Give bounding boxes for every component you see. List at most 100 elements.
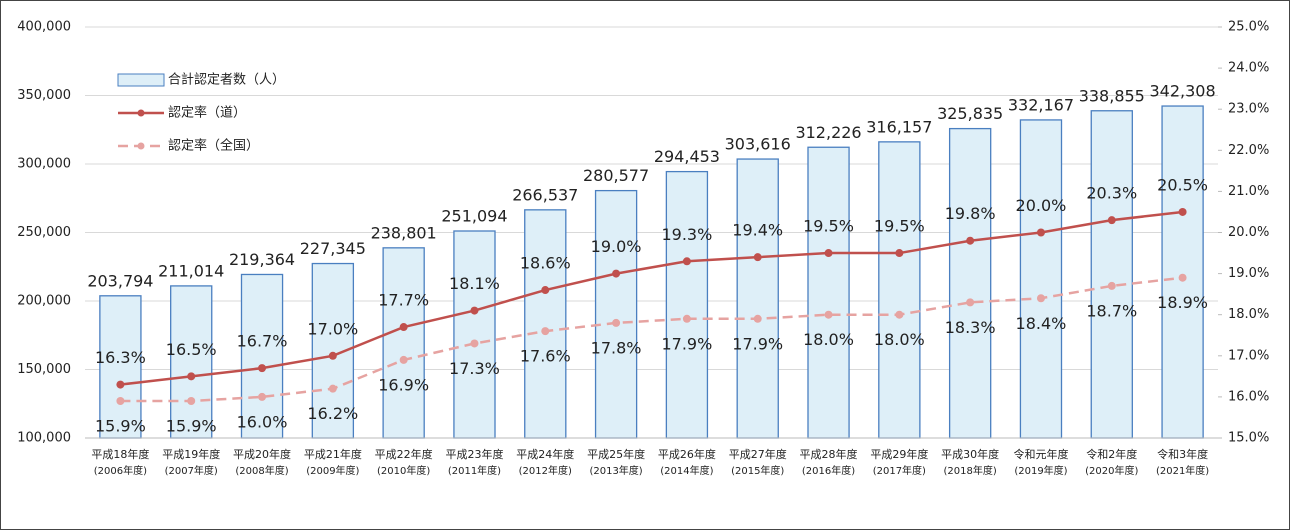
- x-tick-label: (2018年度): [944, 464, 997, 477]
- legend-swatch: [117, 73, 165, 87]
- x-tick-label: (2021年度): [1156, 464, 1209, 477]
- point-value-label: 16.5%: [166, 340, 217, 359]
- point-value-label: 20.5%: [1157, 175, 1208, 194]
- y-tick-label: 250,000: [17, 225, 71, 240]
- y2-tick-label: 24.0%: [1228, 61, 1269, 76]
- bar-value-label: 251,094: [441, 207, 507, 226]
- bar: [524, 209, 567, 439]
- bar: [240, 273, 284, 439]
- point-value-label: 18.4%: [1016, 314, 1067, 333]
- point: [682, 314, 691, 323]
- point: [116, 397, 125, 406]
- y2-tick-label: 25.0%: [1228, 20, 1269, 35]
- point: [612, 318, 621, 327]
- point: [328, 384, 337, 393]
- bar: [665, 170, 709, 439]
- x-tick-label: 平成28年度: [800, 447, 858, 461]
- point: [895, 249, 904, 258]
- bar: [382, 247, 425, 439]
- point-value-label: 18.6%: [520, 254, 571, 273]
- point: [1107, 216, 1116, 225]
- point-value-label: 16.3%: [95, 348, 146, 367]
- x-tick-label: (2015年度): [731, 464, 784, 477]
- bar: [948, 127, 992, 439]
- point: [187, 397, 196, 406]
- point: [966, 298, 975, 307]
- point-value-label: 17.0%: [307, 319, 358, 338]
- point-value-label: 16.0%: [237, 412, 288, 431]
- x-tick-label: 令和元年度: [1013, 447, 1068, 461]
- bar-value-label: 332,167: [1008, 95, 1074, 114]
- bar-value-label: 303,616: [725, 135, 791, 154]
- legend-marker: [137, 142, 145, 150]
- point: [1036, 294, 1045, 303]
- point-value-label: 19.5%: [874, 217, 925, 236]
- point-value-label: 18.0%: [803, 330, 854, 349]
- x-tick-label: (2006年度): [94, 464, 147, 477]
- point-value-label: 20.0%: [1016, 196, 1067, 215]
- point-value-label: 19.5%: [803, 217, 854, 236]
- y2-tick-label: 19.0%: [1228, 266, 1269, 281]
- y2-tick-label: 20.0%: [1228, 225, 1269, 240]
- bar: [1019, 119, 1063, 439]
- bar: [594, 189, 638, 439]
- point: [116, 380, 125, 389]
- x-tick-label: 平成26年度: [658, 447, 716, 461]
- x-tick-label: 平成19年度: [162, 447, 220, 461]
- point: [1036, 228, 1045, 237]
- bar: [736, 158, 779, 439]
- point: [328, 351, 337, 360]
- legend-marker: [137, 109, 145, 117]
- x-tick-label: 平成24年度: [516, 447, 574, 461]
- x-tick-label: (2010年度): [377, 464, 430, 477]
- point-value-label: 16.9%: [378, 375, 429, 394]
- point: [966, 236, 975, 245]
- point-value-label: 17.7%: [378, 291, 429, 310]
- bar-value-label: 294,453: [654, 147, 720, 166]
- y-tick-label: 400,000: [17, 20, 71, 35]
- point: [753, 253, 762, 262]
- point: [682, 257, 691, 266]
- bar-value-label: 280,577: [583, 166, 649, 185]
- y2-tick-label: 16.0%: [1228, 389, 1269, 404]
- point-value-label: 19.8%: [945, 204, 996, 223]
- x-tick-label: 平成27年度: [729, 447, 787, 461]
- legend-label: 認定率（道）: [168, 105, 246, 121]
- y2-tick-label: 21.0%: [1228, 184, 1269, 199]
- bar-value-label: 338,855: [1079, 86, 1145, 105]
- y2-tick-label: 23.0%: [1228, 102, 1269, 117]
- bar-value-label: 325,835: [937, 104, 1003, 123]
- point-value-label: 17.6%: [520, 347, 571, 366]
- bar: [878, 141, 921, 439]
- point: [541, 286, 550, 295]
- x-tick-label: (2007年度): [165, 464, 218, 477]
- point: [612, 269, 621, 278]
- x-tick-label: 平成22年度: [375, 447, 433, 461]
- x-tick-label: (2012年度): [519, 464, 572, 477]
- x-tick-label: (2020年度): [1085, 464, 1138, 477]
- y-tick-label: 150,000: [17, 362, 71, 377]
- point-value-label: 18.9%: [1157, 293, 1208, 312]
- bar-value-label: 211,014: [158, 261, 224, 280]
- point: [753, 314, 762, 323]
- bar: [453, 230, 496, 439]
- line: [120, 210, 1183, 386]
- bar-value-label: 238,801: [371, 223, 437, 242]
- bar: [170, 285, 213, 439]
- point-value-label: 18.1%: [449, 274, 500, 293]
- y-tick-label: 200,000: [17, 294, 71, 309]
- point-value-label: 19.0%: [591, 237, 642, 256]
- bar-value-label: 219,364: [229, 250, 295, 269]
- point-value-label: 19.3%: [661, 225, 712, 244]
- y-tick-label: 100,000: [17, 431, 71, 446]
- point-value-label: 17.9%: [732, 334, 783, 353]
- bar: [99, 295, 142, 439]
- legend-label: 認定率（全国）: [168, 138, 259, 154]
- point-value-label: 18.3%: [945, 318, 996, 337]
- point: [258, 364, 267, 373]
- y-tick-label: 350,000: [17, 88, 71, 103]
- x-tick-label: (2016年度): [802, 464, 855, 477]
- point-value-label: 15.9%: [166, 417, 217, 436]
- point: [1178, 207, 1187, 216]
- x-tick-label: 平成25年度: [587, 447, 645, 461]
